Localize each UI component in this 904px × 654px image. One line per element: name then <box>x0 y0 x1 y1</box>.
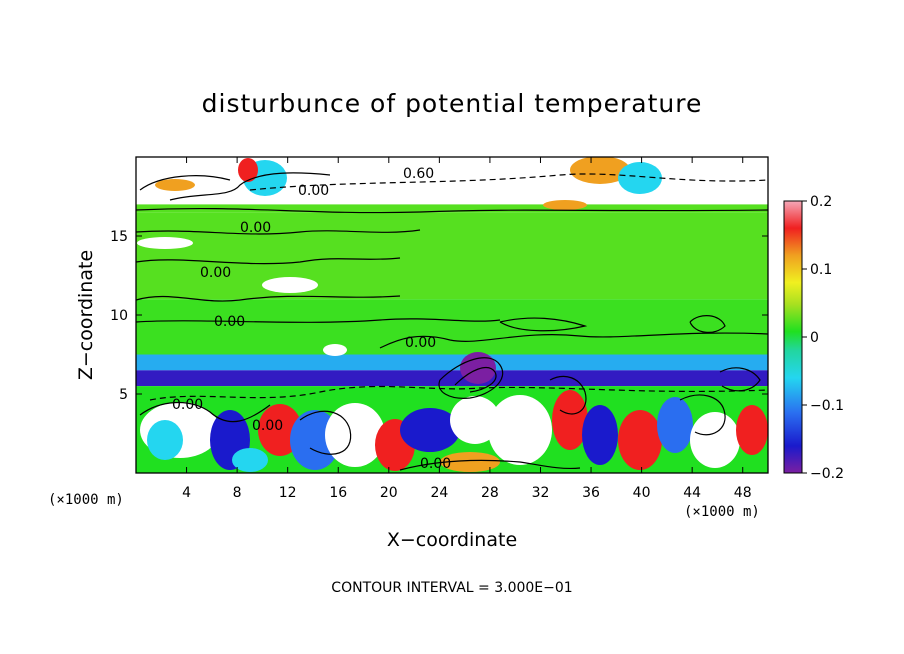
field-patch <box>440 452 500 472</box>
chart-title: disturbunce of potential temperature <box>202 89 703 118</box>
x-tick-label: 48 <box>734 485 752 501</box>
field-patch <box>400 408 460 452</box>
y-tick-label: 15 <box>110 229 128 245</box>
field-patch <box>657 397 693 453</box>
field-patch <box>670 160 768 200</box>
y-tick-label: 10 <box>110 308 128 324</box>
field-patch <box>450 396 500 444</box>
plot-area: 0.60 0.00 0.00 0.00 0.00 0.00 0.00 0.00 … <box>136 157 768 473</box>
field-patch <box>350 157 570 204</box>
contour-line <box>719 367 761 392</box>
contour-line <box>169 172 331 201</box>
contour-line <box>689 315 726 333</box>
contour-line <box>399 459 581 471</box>
field-layer <box>136 204 768 213</box>
x-tick-label: 12 <box>279 485 297 501</box>
contour-label: 0.00 <box>214 314 245 330</box>
contour-label: 0.60 <box>403 166 434 182</box>
field-patch <box>736 405 768 455</box>
contour-line <box>136 229 421 235</box>
field-patch <box>232 448 268 472</box>
contour-line <box>149 385 768 401</box>
contour-line <box>136 257 401 265</box>
contour-label: 0.00 <box>240 220 271 236</box>
contour-labels: 0.60 0.00 0.00 0.00 0.00 0.00 0.00 0.00 … <box>172 166 451 472</box>
field-patch <box>323 344 347 356</box>
field-patch <box>690 412 740 468</box>
field-patch <box>325 403 385 467</box>
field-layer <box>136 212 768 300</box>
contour-line <box>549 375 587 415</box>
colorbar-ticks: 0.2 0.1 0 −0.1 −0.2 <box>802 194 844 482</box>
x-tick-label: 44 <box>683 485 701 501</box>
field-layer <box>136 370 768 387</box>
contour-label: 0.00 <box>172 397 203 413</box>
field-patch <box>618 162 662 194</box>
contour-line <box>454 367 497 393</box>
field-patch <box>460 352 496 384</box>
x-tick-label: 4 <box>182 485 191 501</box>
field-patch <box>137 237 193 249</box>
field-patch <box>582 405 618 465</box>
x-tick-label: 40 <box>633 485 651 501</box>
y-axis-title: Z−coordinate <box>75 250 97 380</box>
colorbar-tick-label: 0 <box>810 330 819 346</box>
contour-line <box>139 175 231 191</box>
field-patch <box>238 158 258 182</box>
contour-line <box>139 401 271 423</box>
x-axis-title: X−coordinate <box>387 529 517 551</box>
colorbar-tick-label: −0.2 <box>810 466 844 482</box>
colorbar-gradient <box>783 200 803 474</box>
field-patch <box>488 395 552 465</box>
contour-line <box>136 295 401 302</box>
contour-line <box>679 394 726 436</box>
field-patch <box>618 410 662 470</box>
x-unit-label-right: (×1000 m) <box>684 504 760 520</box>
x-unit-label-left: (×1000 m) <box>48 492 124 508</box>
field-patch <box>147 420 183 460</box>
contour-line <box>299 410 352 455</box>
field-patch <box>552 390 588 450</box>
colorbar-tick-label: 0.1 <box>810 262 832 278</box>
x-tick-label: 8 <box>233 485 242 501</box>
x-tick-label: 32 <box>532 485 550 501</box>
contour-label: 0.00 <box>420 456 451 472</box>
contour-label: 0.00 <box>405 335 436 351</box>
contour-line <box>249 173 768 191</box>
contour-lines <box>136 172 768 471</box>
contour-line <box>499 317 588 332</box>
x-tick-label: 16 <box>329 485 347 501</box>
contour-interval-note: CONTOUR INTERVAL = 3.000E−01 <box>331 580 572 596</box>
contour-line <box>136 318 501 323</box>
field-patch <box>262 277 318 293</box>
field-layer <box>136 299 768 355</box>
x-tick-label: 36 <box>582 485 600 501</box>
field-layer <box>136 354 768 371</box>
x-tick-label: 24 <box>430 485 448 501</box>
colorbar-tick-label: 0.2 <box>810 194 832 210</box>
y-axis: 5 10 15 <box>110 229 768 403</box>
contour-line <box>136 207 768 214</box>
field-patch <box>543 200 587 210</box>
contour-label: 0.00 <box>252 418 283 434</box>
field-patch <box>570 157 630 184</box>
contour-line <box>438 357 504 399</box>
turbulent-blobs <box>136 157 768 472</box>
x-tick-label: 28 <box>481 485 499 501</box>
colorbar-tick-label: −0.1 <box>810 398 844 414</box>
x-tick-label: 20 <box>380 485 398 501</box>
colorbar: 0.2 0.1 0 −0.1 −0.2 <box>783 194 844 482</box>
field-patch <box>155 179 195 191</box>
contour-label: 0.00 <box>200 265 231 281</box>
y-tick-label: 5 <box>119 387 128 403</box>
contour-label: 0.00 <box>298 183 329 199</box>
x-axis: 4 8 12 16 20 24 28 32 36 40 44 48 <box>182 157 752 501</box>
contour-line <box>379 332 768 349</box>
